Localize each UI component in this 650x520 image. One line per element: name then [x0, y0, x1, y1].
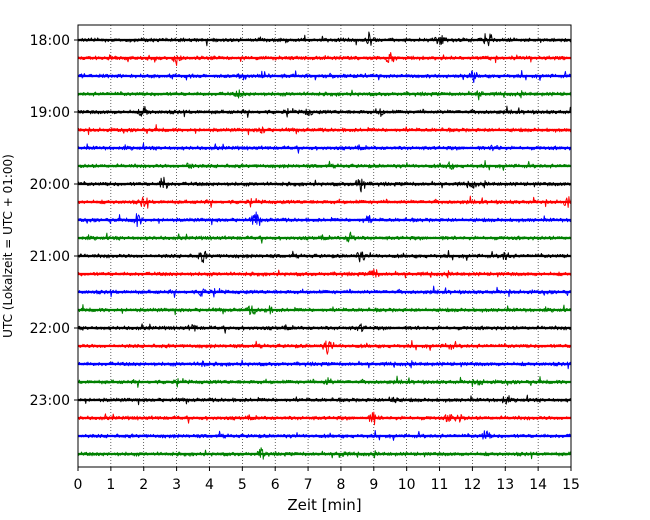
trace-1900	[77, 105, 572, 118]
trace-2130	[77, 285, 572, 298]
trace-2245	[77, 375, 572, 388]
trace-1915	[77, 124, 572, 136]
trace-1845	[77, 89, 572, 101]
x-tick-label: 7	[304, 477, 313, 493]
trace-2230	[77, 359, 572, 370]
y-axis-label: UTC (Lokalzeit = UTC + 01:00)	[1, 154, 15, 338]
x-tick-label: 12	[463, 477, 481, 493]
trace-2315	[77, 411, 572, 426]
trace-1830	[77, 70, 572, 83]
trace-2200	[77, 323, 572, 334]
y-tick-label: 22:00	[30, 321, 70, 337]
x-tick-label: 1	[106, 477, 115, 493]
trace-1800	[77, 31, 572, 47]
x-tick-label: 5	[238, 477, 247, 493]
x-tick-label: 11	[431, 477, 449, 493]
y-axis: 18:00 19:00 20:00 21:00 22:00 23:00	[30, 33, 78, 409]
trace-2115	[77, 268, 572, 279]
trace-2045	[77, 231, 572, 244]
trace-2100	[77, 250, 572, 264]
trace-2145	[77, 304, 572, 316]
trace-1815	[77, 52, 572, 67]
trace-2330	[77, 430, 572, 441]
x-tick-label: 8	[336, 477, 345, 493]
plot-background	[78, 25, 571, 467]
trace-2300	[77, 394, 572, 406]
y-tick-label: 20:00	[30, 177, 70, 193]
x-tick-label: 0	[74, 477, 83, 493]
x-tick-label: 3	[172, 477, 181, 493]
x-tick-label: 13	[496, 477, 514, 493]
y-tick-label: 23:00	[30, 393, 70, 409]
x-tick-label: 15	[562, 477, 580, 493]
y-tick-label: 18:00	[30, 33, 70, 49]
x-axis: 0 1 2 3 4 5 6 7 8 9 10 11 12 13 14 15	[74, 467, 580, 493]
y-tick-label: 19:00	[30, 105, 70, 121]
x-tick-label: 2	[139, 477, 148, 493]
trace-1945	[77, 160, 572, 171]
y-tick-label: 21:00	[30, 249, 70, 265]
trace-2030	[77, 211, 572, 228]
x-axis-label: Zeit [min]	[287, 496, 361, 514]
trace-2015	[77, 195, 572, 209]
trace-2000	[77, 176, 572, 193]
x-tick-label: 10	[398, 477, 416, 493]
trace-1930	[77, 142, 572, 154]
x-tick-label: 6	[271, 477, 280, 493]
x-tick-label: 4	[205, 477, 214, 493]
trace-2345	[77, 447, 572, 460]
x-tick-label: 14	[529, 477, 547, 493]
plot-frame	[77, 24, 572, 468]
traces-layer	[77, 31, 572, 460]
trace-2215	[77, 340, 572, 355]
x-tick-label: 9	[369, 477, 378, 493]
